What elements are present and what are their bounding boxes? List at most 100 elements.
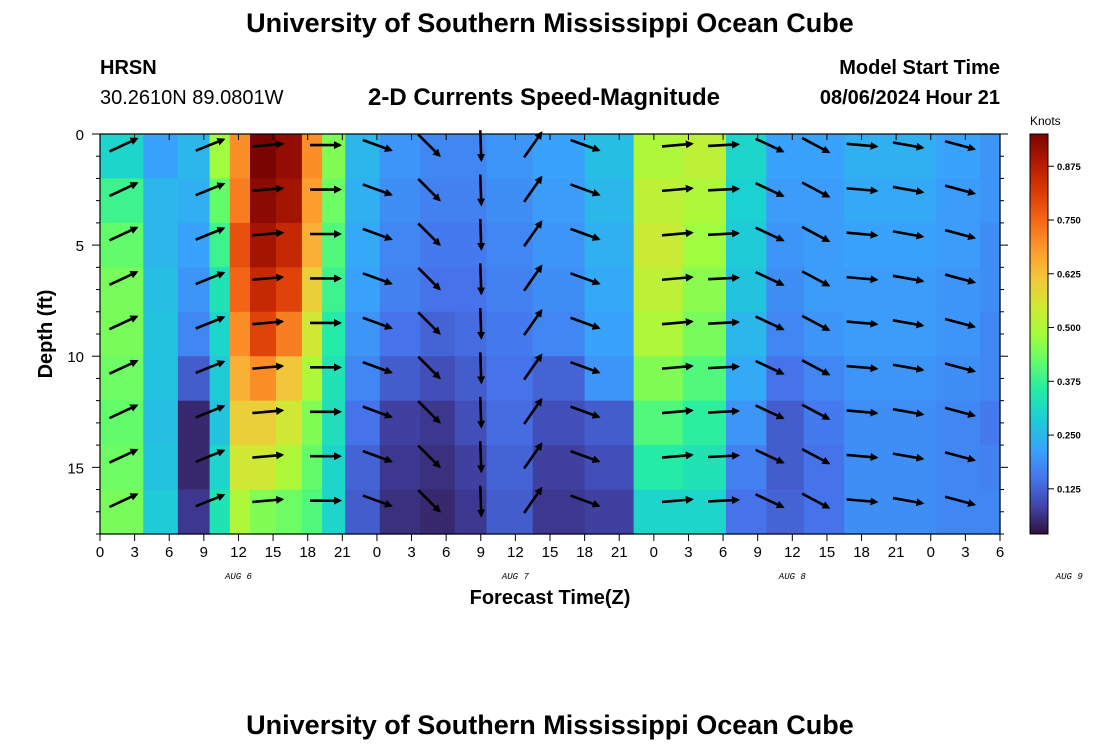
heatmap-cell (100, 311, 144, 357)
heatmap-cell (633, 311, 684, 357)
heatmap-cell (682, 222, 727, 268)
x-tick-label: 21 (334, 544, 351, 561)
current-arrow (846, 408, 879, 417)
heatmap-cell (766, 356, 805, 402)
x-tick-label: 12 (230, 544, 247, 561)
heatmap-cell (345, 400, 381, 446)
heatmap-cell (229, 178, 251, 224)
heatmap-cell (766, 222, 805, 268)
current-arrow (801, 225, 831, 243)
heatmap-cell (936, 134, 981, 180)
heatmap-cell (890, 445, 938, 491)
heatmap-cell (803, 356, 845, 402)
heatmap-cell (844, 489, 891, 535)
heatmap-cell (584, 356, 635, 402)
current-arrow (477, 485, 486, 518)
x-tick-label: 6 (719, 544, 727, 561)
heatmap-cell (250, 222, 277, 268)
heatmap-cell (275, 222, 303, 268)
colorbar-tick-label: 0.500 (1057, 323, 1081, 334)
page-title: University of Southern Mississippi Ocean… (246, 8, 854, 38)
heatmap-cell (532, 222, 586, 268)
heatmap-cell (250, 489, 277, 535)
current-arrow (362, 360, 393, 375)
x-tick-label: 18 (853, 544, 870, 561)
current-arrow (570, 405, 601, 419)
current-arrow (477, 307, 486, 340)
current-arrow (661, 318, 694, 327)
heatmap-cell (936, 400, 981, 446)
heatmap-cell (633, 178, 684, 224)
current-arrow (708, 496, 741, 505)
heatmap-cell (979, 222, 1001, 268)
current-arrow (892, 407, 925, 418)
current-arrow (195, 182, 226, 197)
current-arrow (523, 131, 543, 159)
current-arrow (195, 271, 226, 286)
heatmap-cell (250, 311, 277, 357)
heatmap-cell (584, 400, 635, 446)
heatmap-cell (143, 356, 179, 402)
current-arrow (944, 273, 977, 285)
heatmap-cell (803, 222, 845, 268)
heatmap-cell (532, 134, 586, 180)
heatmap-cell (275, 445, 303, 491)
heatmap-cell (301, 356, 323, 402)
x-tick-label: 9 (477, 544, 485, 561)
heatmap-cell (301, 178, 323, 224)
heatmap-cell (177, 311, 211, 357)
current-arrow (944, 317, 977, 330)
heatmap-cell (177, 267, 211, 313)
current-arrow (846, 275, 879, 284)
current-arrow (362, 405, 393, 419)
heatmap-cell (379, 400, 421, 446)
current-arrow (892, 274, 925, 284)
x-tick-label: 3 (961, 544, 969, 561)
current-arrow (362, 138, 393, 152)
x-tick-label: 9 (200, 544, 208, 561)
current-arrow (755, 270, 785, 286)
current-arrow (944, 495, 977, 507)
current-arrow (362, 183, 393, 197)
heatmap-cell (766, 134, 805, 180)
current-arrow (570, 316, 601, 330)
current-arrow (755, 493, 785, 509)
date-label: AUG 9 (1055, 572, 1084, 582)
heatmap-cell (322, 134, 346, 180)
x-tick-label: 12 (784, 544, 801, 561)
heatmap-cell (250, 178, 277, 224)
heatmap-cell (100, 356, 144, 402)
current-arrow (570, 360, 601, 375)
heatmap-cell (979, 311, 1001, 357)
heatmap-cell (229, 400, 251, 446)
heatmap-cell (322, 489, 346, 535)
current-arrow (362, 272, 393, 286)
colorbar-ticks: 0.125 0.250 0.375 0.500 0.625 0.750 0.875 (1048, 162, 1081, 495)
heatmap-cell (100, 222, 144, 268)
heatmap-cell (584, 311, 635, 357)
heatmap-cell (345, 356, 381, 402)
footer-title: University of Southern Mississippi Ocean… (246, 710, 854, 740)
current-arrow (801, 403, 831, 420)
heatmap-cell (345, 134, 381, 180)
heatmap-cell (301, 445, 323, 491)
current-arrow (477, 396, 486, 429)
heatmap-cell (890, 178, 938, 224)
heatmap-cell (229, 134, 251, 180)
colorbar-tick-label: 0.375 (1057, 377, 1081, 388)
heatmap-cell (936, 445, 981, 491)
date-label: AUG 6 (224, 572, 253, 582)
current-arrow (252, 407, 285, 415)
current-arrow (252, 229, 285, 238)
heatmap-cell (803, 134, 845, 180)
current-arrow (252, 318, 285, 327)
current-arrow (755, 315, 785, 331)
x-tick-label: 0 (650, 544, 658, 561)
current-arrow (661, 362, 694, 371)
heatmap-cell (936, 178, 981, 224)
heatmap-cell (890, 222, 938, 268)
heatmap-cell (143, 311, 179, 357)
x-tick-label: 0 (927, 544, 935, 561)
current-arrow (755, 182, 785, 198)
current-arrow (477, 352, 486, 385)
